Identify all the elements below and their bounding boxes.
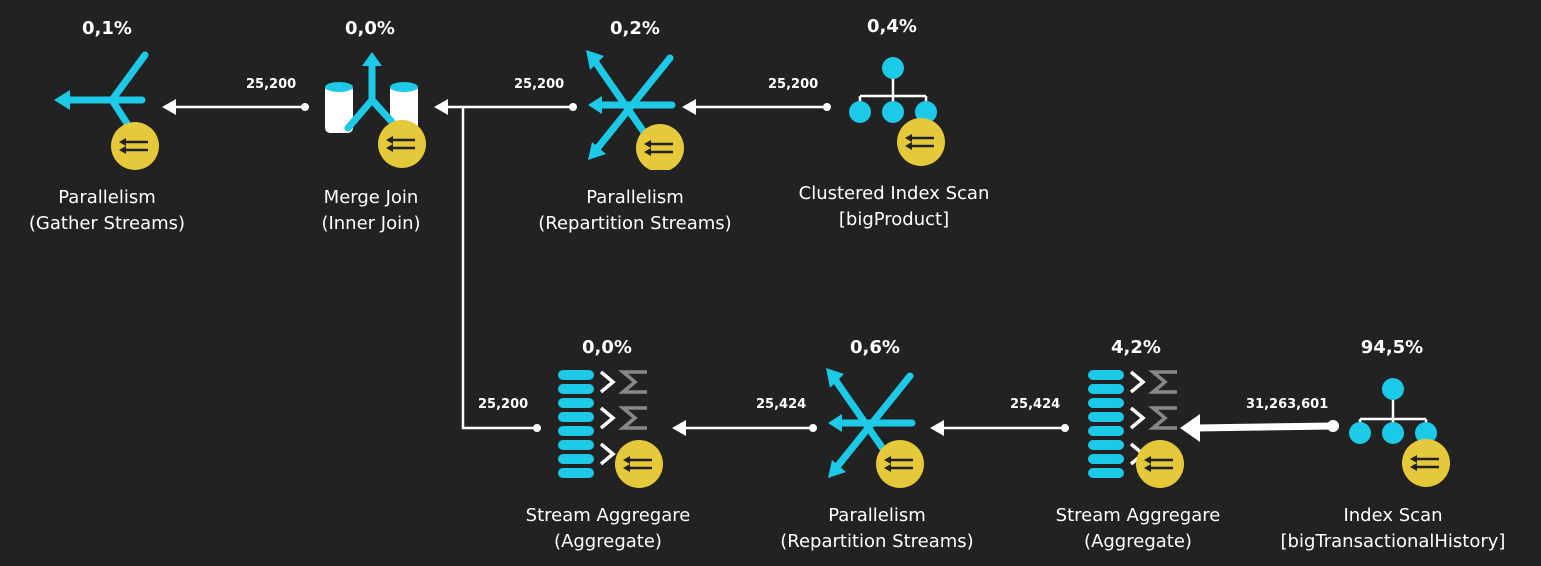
stream-aggregate-icon — [558, 370, 663, 488]
row-count-is-to-agg2: 31,263,601 — [1246, 397, 1329, 412]
edge-repart1-to-merge — [434, 99, 577, 115]
operator-label: Stream Aggregare (Aggregate) — [473, 503, 743, 555]
edge-agg2-to-repart2 — [930, 420, 1069, 436]
operator-cost: 0,2% — [610, 18, 660, 39]
operator-detail: [bigTransactionalHistory] — [1280, 531, 1506, 552]
operator-name: Stream Aggregare — [525, 505, 691, 526]
row-count-repart2-to-agg1: 25,424 — [756, 397, 807, 412]
operator-cost: 0,6% — [850, 337, 900, 358]
operator-label: Parallelism (Repartition Streams) — [500, 185, 770, 237]
row-count-merge-to-gather: 25,200 — [246, 77, 297, 92]
row-count-cis-to-repart1: 25,200 — [768, 77, 819, 92]
operator-label: Index Scan [bigTransactionalHistory] — [1258, 503, 1528, 555]
operator-name: Parallelism — [828, 505, 926, 526]
edge-agg1-to-merge — [461, 107, 541, 432]
operator-detail: (Aggregate) — [1084, 531, 1192, 552]
index-scan-icon — [1349, 378, 1450, 487]
edge-merge-to-gather — [162, 99, 309, 115]
row-count-agg2-to-repart2: 25,424 — [1010, 397, 1061, 412]
operator-cost: 94,5% — [1360, 337, 1424, 358]
operator-name: Clustered Index Scan — [798, 183, 990, 204]
operator-name: Merge Join — [323, 187, 419, 208]
operator-name: Stream Aggregare — [1055, 505, 1221, 526]
parallelism-repartition-icon — [826, 368, 924, 488]
operator-label: Parallelism (Gather Streams) — [0, 185, 242, 237]
operator-label: Stream Aggregare (Aggregate) — [1003, 503, 1273, 555]
operator-label: Parallelism (Repartition Streams) — [742, 503, 1012, 555]
operator-detail: (Aggregate) — [554, 531, 662, 552]
merge-join-icon — [325, 52, 426, 168]
operator-cost: 0,0% — [582, 337, 632, 358]
operator-detail: (Inner Join) — [321, 213, 421, 234]
operator-detail: (Gather Streams) — [28, 213, 186, 234]
row-count-agg1-to-merge: 25,200 — [478, 397, 529, 412]
operator-detail: [bigProduct] — [838, 209, 950, 230]
operator-label: Clustered Index Scan [bigProduct] — [759, 181, 1029, 233]
edge-is-to-agg2 — [1180, 414, 1339, 442]
clustered-index-scan-icon — [849, 57, 945, 166]
edge-repart2-to-agg1 — [672, 420, 817, 436]
stream-aggregate-icon — [1088, 370, 1184, 488]
operator-label: Merge Join (Inner Join) — [236, 185, 506, 237]
operator-cost: 0,1% — [82, 18, 132, 39]
operator-cost: 0,0% — [345, 18, 395, 39]
operator-name: Parallelism — [58, 187, 156, 208]
operator-name: Index Scan — [1343, 505, 1443, 526]
operator-detail: (Repartition Streams) — [780, 531, 974, 552]
operator-name: Parallelism — [586, 187, 684, 208]
edge-cis-to-repart1 — [682, 99, 831, 115]
parallelism-repartition-icon — [586, 50, 684, 170]
operator-detail: (Repartition Streams) — [538, 213, 732, 234]
row-count-repart1-to-merge: 25,200 — [514, 77, 565, 92]
operator-cost: 0,4% — [867, 16, 917, 37]
operator-cost: 4,2% — [1111, 337, 1161, 358]
parallelism-gather-icon — [54, 51, 159, 170]
